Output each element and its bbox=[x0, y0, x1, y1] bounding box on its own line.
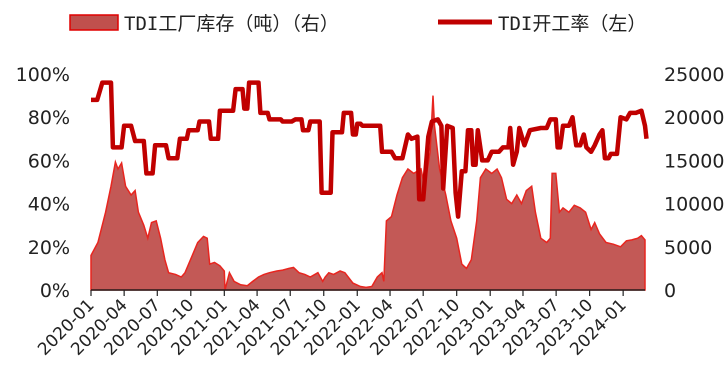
legend-label-utilization: TDI开工率（左） bbox=[498, 13, 646, 35]
legend-swatch-inventory bbox=[69, 14, 119, 31]
legend: TDI工厂库存（吨）（右） TDI开工率（左） bbox=[69, 13, 646, 35]
left-tick-label: 60% bbox=[28, 150, 70, 172]
right-tick-label: 0 bbox=[664, 280, 676, 302]
right-tick-label: 15000 bbox=[664, 150, 724, 172]
utilization-line-layer bbox=[91, 80, 649, 219]
right-tick-label: 5000 bbox=[664, 237, 712, 259]
left-tick-label: 100% bbox=[16, 64, 70, 86]
inventory-area-layer bbox=[90, 95, 646, 291]
left-tick-label: 20% bbox=[28, 237, 70, 259]
left-tick-label: 0% bbox=[40, 280, 70, 302]
legend-label-inventory: TDI工厂库存（吨）（右） bbox=[124, 13, 339, 35]
inventory-area bbox=[90, 95, 646, 291]
right-tick-label: 25000 bbox=[664, 64, 724, 86]
utilization-line bbox=[91, 80, 649, 219]
left-tick-label: 80% bbox=[28, 107, 70, 129]
right-tick-label: 20000 bbox=[664, 107, 724, 129]
left-tick-label: 40% bbox=[28, 194, 70, 216]
right-tick-label: 10000 bbox=[664, 194, 724, 216]
